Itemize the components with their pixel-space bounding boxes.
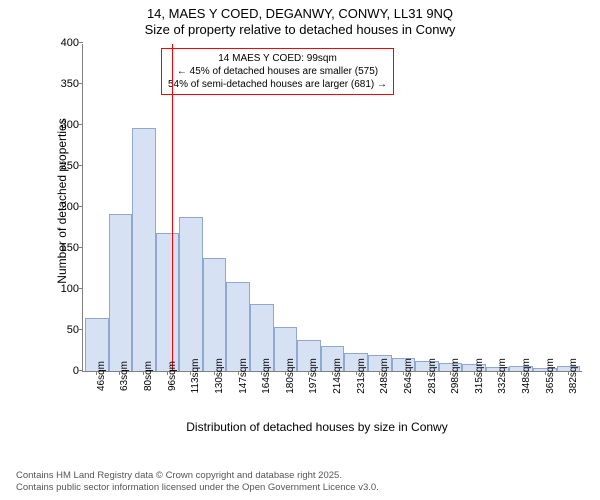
x-tick: 298sqm xyxy=(438,372,462,414)
y-tick-label: 0 xyxy=(53,365,79,377)
annotation-line-2: ← 45% of detached houses are smaller (57… xyxy=(168,65,387,78)
x-tick: 113sqm xyxy=(179,372,203,414)
y-tick-label: 200 xyxy=(53,201,79,213)
y-tick-label: 250 xyxy=(53,160,79,172)
x-ticks: 46sqm63sqm80sqm96sqm113sqm130sqm147sqm16… xyxy=(84,372,580,414)
x-tick: 231sqm xyxy=(344,372,368,414)
y-tick-mark xyxy=(79,206,83,207)
annotation-line-1: 14 MAES Y COED: 99sqm xyxy=(168,52,387,65)
histogram-bar xyxy=(203,258,227,371)
y-tick-mark xyxy=(79,165,83,166)
y-tick-label: 100 xyxy=(53,283,79,295)
y-tick-label: 300 xyxy=(53,119,79,131)
x-tick: 180sqm xyxy=(273,372,297,414)
x-tick: 63sqm xyxy=(108,372,132,414)
x-tick-label: 298sqm xyxy=(450,358,461,394)
y-tick-mark xyxy=(79,42,83,43)
x-tick: 96sqm xyxy=(155,372,179,414)
y-tick-mark xyxy=(79,370,83,371)
x-tick: 348sqm xyxy=(509,372,533,414)
x-tick-label: 147sqm xyxy=(238,358,249,394)
x-tick-label: 197sqm xyxy=(308,358,319,394)
annotation-box: 14 MAES Y COED: 99sqm ← 45% of detached … xyxy=(161,48,394,95)
histogram-bar xyxy=(156,233,180,371)
x-tick-label: 113sqm xyxy=(190,359,201,394)
x-tick: 197sqm xyxy=(297,372,321,414)
x-tick-label: 80sqm xyxy=(143,361,154,391)
x-axis-label: Distribution of detached houses by size … xyxy=(52,420,582,434)
x-tick-label: 382sqm xyxy=(568,358,579,394)
y-tick-mark xyxy=(79,288,83,289)
y-tick-mark xyxy=(79,329,83,330)
y-tick-mark xyxy=(79,83,83,84)
histogram-bar xyxy=(179,217,203,371)
x-tick: 80sqm xyxy=(131,372,155,414)
x-tick: 315sqm xyxy=(462,372,486,414)
x-tick: 281sqm xyxy=(415,372,439,414)
x-tick-label: 46sqm xyxy=(96,361,107,391)
x-tick-label: 248sqm xyxy=(379,358,390,394)
y-tick-mark xyxy=(79,247,83,248)
y-tick-label: 150 xyxy=(53,242,79,254)
histogram-bar xyxy=(109,214,133,371)
y-tick-label: 350 xyxy=(53,78,79,90)
x-tick: 365sqm xyxy=(533,372,557,414)
x-tick-label: 164sqm xyxy=(261,358,272,394)
x-tick: 46sqm xyxy=(84,372,108,414)
footer-attribution: Contains HM Land Registry data © Crown c… xyxy=(16,470,379,494)
x-tick: 248sqm xyxy=(368,372,392,414)
x-tick-label: 332sqm xyxy=(497,358,508,394)
y-tick-mark xyxy=(79,124,83,125)
x-tick-label: 315sqm xyxy=(474,358,485,394)
x-tick-label: 348sqm xyxy=(521,358,532,394)
footer-line-1: Contains HM Land Registry data © Crown c… xyxy=(16,470,379,482)
chart-area: Number of detached properties 14 MAES Y … xyxy=(52,44,582,414)
x-tick-label: 130sqm xyxy=(214,358,225,394)
x-tick-label: 281sqm xyxy=(427,358,438,394)
x-tick-label: 264sqm xyxy=(403,358,414,394)
x-tick: 164sqm xyxy=(249,372,273,414)
x-tick-label: 180sqm xyxy=(285,358,296,394)
chart-title: 14, MAES Y COED, DEGANWY, CONWY, LL31 9N… xyxy=(0,0,600,39)
title-line-2: Size of property relative to detached ho… xyxy=(0,22,600,38)
footer-line-2: Contains public sector information licen… xyxy=(16,482,379,494)
x-tick-label: 214sqm xyxy=(332,358,343,394)
x-tick: 264sqm xyxy=(391,372,415,414)
y-tick-label: 400 xyxy=(53,37,79,49)
y-tick-label: 50 xyxy=(53,324,79,336)
x-tick: 382sqm xyxy=(557,372,581,414)
plot-region: 14 MAES Y COED: 99sqm ← 45% of detached … xyxy=(82,44,582,372)
x-tick-label: 96sqm xyxy=(167,361,178,391)
x-tick: 130sqm xyxy=(202,372,226,414)
title-line-1: 14, MAES Y COED, DEGANWY, CONWY, LL31 9N… xyxy=(0,6,600,22)
x-tick-label: 63sqm xyxy=(119,361,130,391)
x-tick-label: 365sqm xyxy=(545,358,556,394)
annotation-line-3: 54% of semi-detached houses are larger (… xyxy=(168,78,387,91)
x-tick: 147sqm xyxy=(226,372,250,414)
x-tick-label: 231sqm xyxy=(356,358,367,394)
histogram-bar xyxy=(132,128,156,371)
x-tick: 332sqm xyxy=(486,372,510,414)
x-tick: 214sqm xyxy=(320,372,344,414)
reference-line xyxy=(172,44,173,371)
